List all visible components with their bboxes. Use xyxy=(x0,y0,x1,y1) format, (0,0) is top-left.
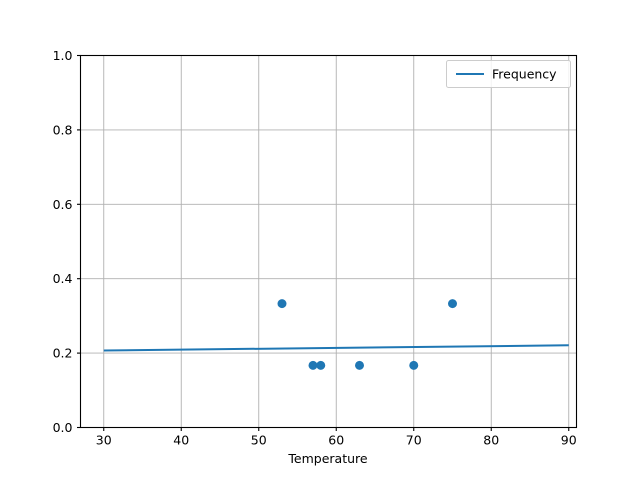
y-tick-label: 0.2 xyxy=(53,346,73,361)
y-tick-label: 1.0 xyxy=(53,48,73,63)
x-tick-label: 30 xyxy=(96,433,112,448)
x-tick-label: 40 xyxy=(173,433,189,448)
scatter-point xyxy=(448,299,457,309)
scatter-point xyxy=(355,360,364,370)
x-axis-label: Temperature xyxy=(287,451,367,466)
legend[interactable]: Frequency xyxy=(446,60,571,88)
trend-line-series xyxy=(103,344,569,352)
scatter-series xyxy=(277,299,457,370)
y-tick-label: 0.0 xyxy=(53,420,73,435)
y-tick-labels: 0.0 0.2 0.4 0.6 0.8 1.0 xyxy=(53,48,73,435)
y-tick-label: 0.8 xyxy=(53,122,73,137)
scatter-point xyxy=(308,360,318,370)
scatter-point xyxy=(316,360,326,370)
scatter-point xyxy=(409,360,419,370)
axes-frame xyxy=(79,54,578,429)
x-tick-labels: 30 40 50 60 70 80 90 xyxy=(96,433,577,448)
x-tick-label: 60 xyxy=(328,433,344,448)
y-tick-label: 0.6 xyxy=(53,197,73,212)
y-tick-label: 0.4 xyxy=(53,271,73,286)
x-tick-label: 50 xyxy=(251,433,267,448)
trend-line xyxy=(103,344,569,352)
x-tickmarks xyxy=(103,427,570,431)
scatter-point xyxy=(277,299,287,309)
y-tickmarks xyxy=(77,54,81,429)
x-gridlines xyxy=(103,55,570,428)
x-tick-label: 80 xyxy=(483,433,499,448)
x-tick-label: 90 xyxy=(561,433,577,448)
legend-box xyxy=(446,60,571,88)
x-tick-label: 70 xyxy=(406,433,422,448)
legend-label: Frequency xyxy=(492,67,557,82)
legend-entries: Frequency xyxy=(456,67,557,82)
